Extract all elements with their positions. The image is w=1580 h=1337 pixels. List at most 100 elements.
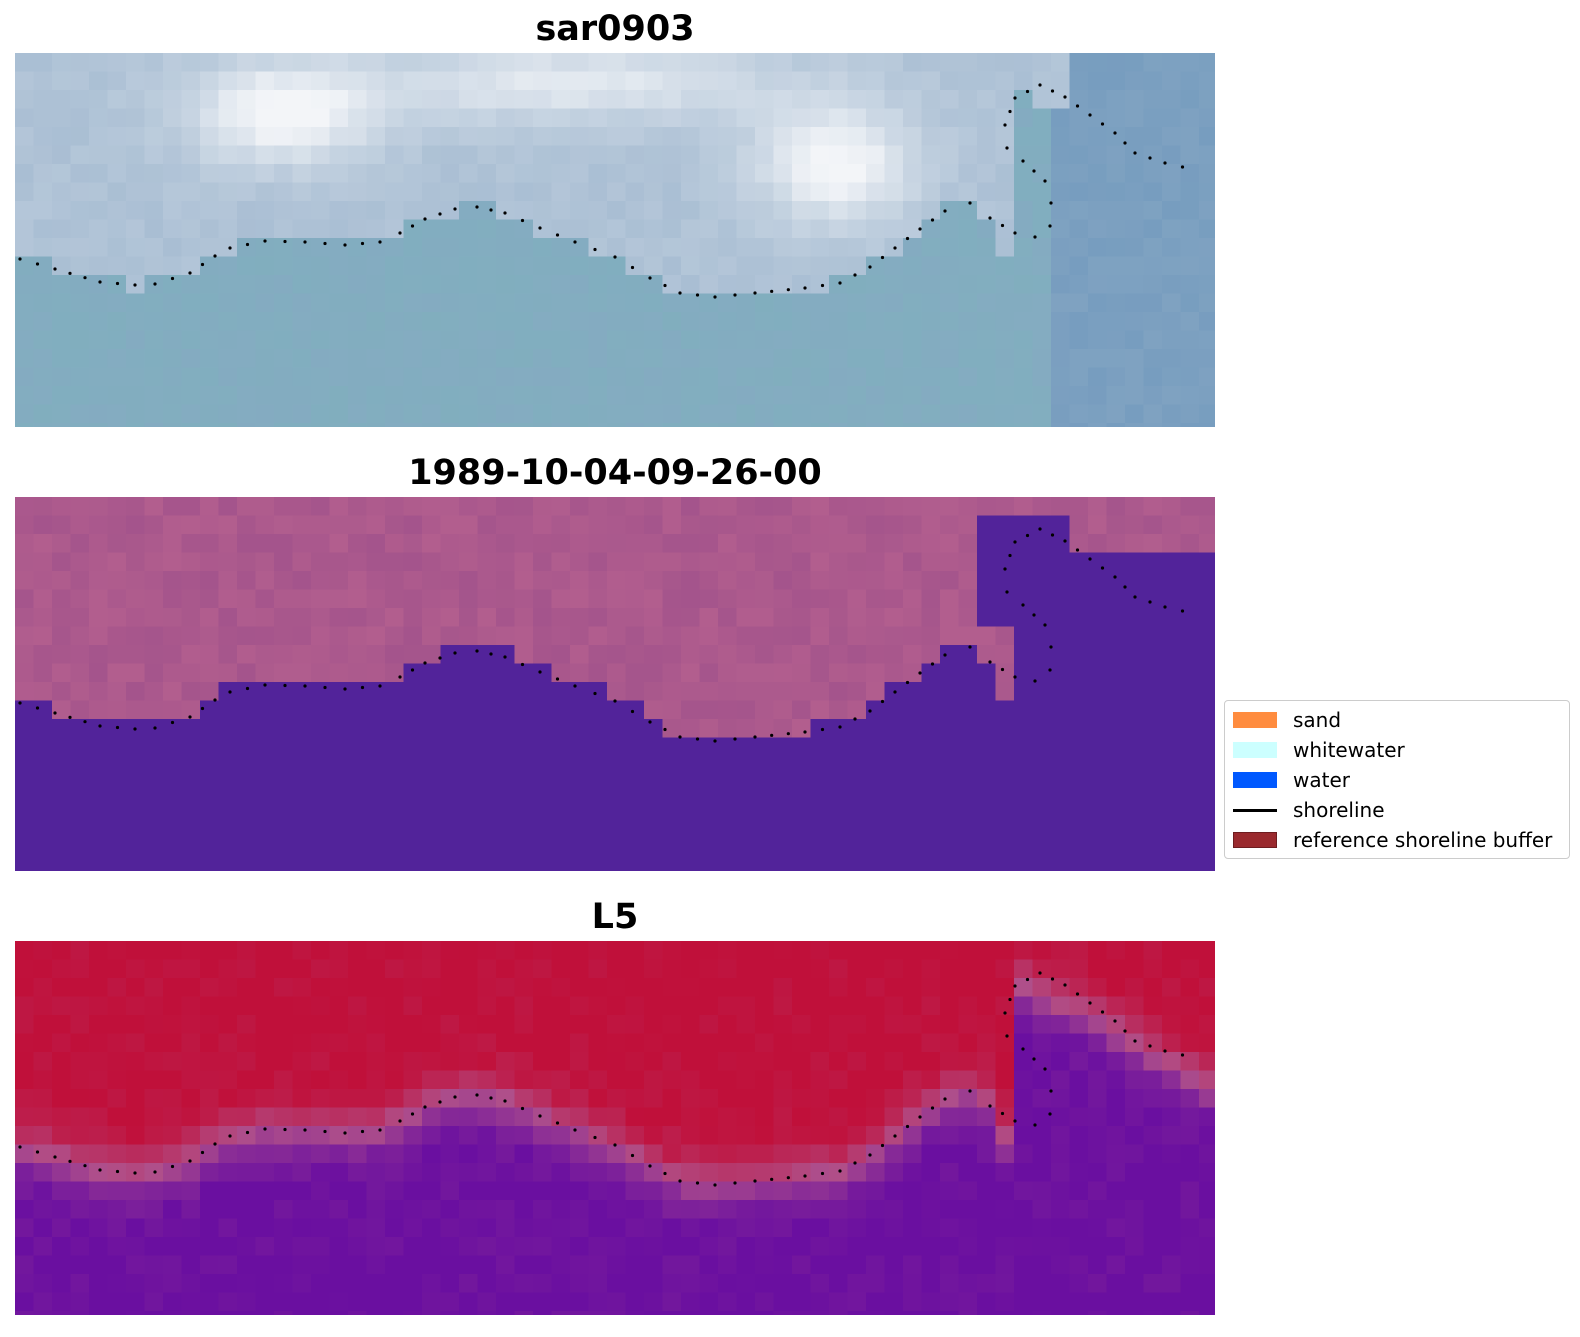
probability-pixel [958, 1089, 978, 1108]
class-pixel [126, 682, 145, 701]
class-pixel [810, 534, 830, 553]
sar-pixel [866, 182, 885, 202]
sar-pixel [625, 275, 645, 294]
sar-pixel [718, 219, 737, 239]
sar-pixel [681, 349, 700, 368]
probability-pixel [699, 1015, 719, 1034]
sar-pixel [662, 71, 682, 91]
shoreline-dot [475, 649, 479, 653]
shoreline-dot [753, 1179, 757, 1183]
probability-pixel [625, 1274, 645, 1293]
probability-pixel [977, 959, 996, 979]
class-pixel [625, 626, 645, 646]
class-pixel [255, 571, 275, 590]
sar-pixel [70, 164, 90, 183]
probability-pixel [940, 1237, 959, 1256]
sar-pixel [70, 201, 90, 220]
sar-pixel [792, 90, 811, 109]
shoreline-dot [410, 668, 415, 672]
probability-pixel [866, 1218, 885, 1238]
sar-pixel [588, 256, 608, 276]
probability-pixel [329, 1200, 349, 1219]
class-pixel [385, 756, 404, 775]
probability-pixel [126, 1200, 145, 1219]
sar-pixel [810, 164, 830, 183]
probability-pixel [625, 1292, 645, 1312]
sar-pixel [829, 349, 848, 368]
probability-pixel [995, 959, 1015, 979]
sar-pixel [995, 404, 1015, 424]
class-pixel [163, 867, 182, 871]
sar-pixel [70, 423, 90, 427]
probability-pixel [89, 978, 108, 997]
class-pixel [348, 571, 367, 590]
class-pixel [329, 867, 349, 871]
probability-pixel [792, 1144, 811, 1164]
probability-pixel [1143, 1015, 1163, 1034]
class-pixel [958, 682, 978, 701]
sar-pixel [1162, 53, 1181, 72]
sar-pixel [255, 71, 275, 91]
sar-pixel [792, 201, 811, 220]
probability-pixel [89, 1274, 108, 1293]
class-pixel [1014, 534, 1033, 553]
probability-pixel [15, 1237, 34, 1256]
shoreline-dot [98, 724, 102, 728]
sar-pixel [662, 349, 682, 368]
class-pixel [422, 811, 441, 831]
probability-pixel [1125, 1144, 1144, 1164]
probability-pixel [274, 1311, 293, 1315]
class-pixel [1014, 756, 1033, 775]
sar-pixel [958, 182, 978, 202]
class-pixel [1180, 830, 1200, 849]
probability-pixel [1032, 1181, 1052, 1201]
sar-pixel [1088, 238, 1107, 257]
sar-pixel [829, 386, 848, 405]
probability-pixel [570, 978, 589, 997]
class-pixel [1180, 552, 1200, 572]
probability-pixel [292, 1200, 312, 1219]
sar-pixel [218, 90, 238, 109]
sar-pixel [773, 182, 793, 202]
probability-pixel [496, 1052, 515, 1071]
class-pixel [866, 534, 885, 553]
class-pixel [237, 867, 256, 871]
sar-pixel [200, 108, 219, 128]
probability-pixel [237, 1255, 256, 1275]
class-pixel [200, 756, 219, 775]
class-pixel [1014, 793, 1033, 812]
class-pixel [977, 793, 996, 812]
probability-pixel [829, 1218, 848, 1238]
class-pixel [1106, 589, 1126, 609]
probability-pixel [274, 1015, 293, 1034]
shoreline-dot [68, 271, 72, 275]
probability-pixel [570, 1070, 589, 1090]
sar-pixel [755, 219, 774, 239]
class-pixel [570, 645, 589, 664]
probability-pixel [1014, 1052, 1033, 1071]
probability-pixel [662, 1015, 682, 1034]
sar-pixel [311, 145, 330, 165]
probability-pixel [52, 1070, 71, 1090]
sar-pixel [1199, 145, 1215, 165]
probability-pixel [33, 1237, 53, 1256]
class-pixel [903, 700, 922, 720]
probability-pixel [422, 1311, 441, 1315]
shoreline-dot [1050, 977, 1055, 981]
sar-pixel [1143, 367, 1163, 387]
sar-pixel [1180, 238, 1200, 257]
probability-pixel [570, 1292, 589, 1312]
sar-pixel [163, 108, 182, 128]
probability-pixel [514, 1107, 534, 1127]
probability-pixel [551, 1126, 571, 1145]
class-pixel [200, 830, 219, 849]
classification-panel [15, 497, 1215, 871]
sar-pixel [459, 423, 478, 427]
sar-pixel [1180, 330, 1200, 350]
probability-image [15, 941, 1215, 1315]
class-pixel [348, 552, 367, 572]
probability-pixel [385, 996, 404, 1016]
class-pixel [237, 848, 256, 868]
sar-pixel [1143, 145, 1163, 165]
class-pixel [70, 663, 90, 683]
